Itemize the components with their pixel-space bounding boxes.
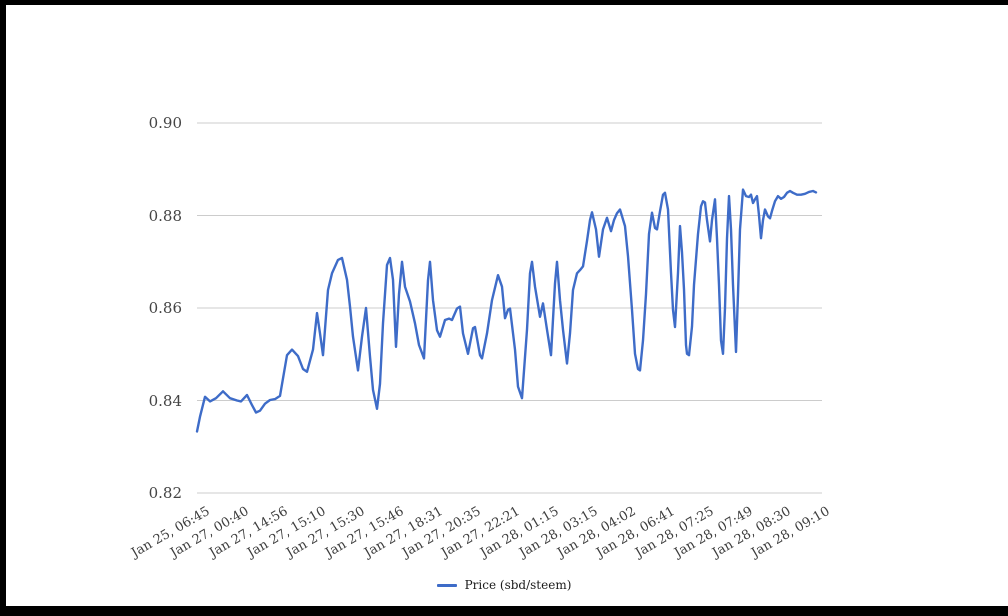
price-series-line — [195, 188, 818, 433]
screenshot-border-left — [0, 0, 6, 616]
legend-line-icon — [436, 583, 457, 587]
screenshot-border-top — [0, 0, 1008, 5]
y-axis-tick-label: 0.90 — [148, 114, 182, 132]
legend-label: Price (sbd/steem) — [464, 578, 572, 592]
chart-legend: Price (sbd/steem) — [0, 578, 1008, 592]
y-axis-tick-label: 0.88 — [148, 206, 182, 225]
y-axis-tick-label: 0.84 — [148, 391, 182, 410]
y-axis-tick-label: 0.86 — [148, 299, 182, 317]
screenshot-border-bottom — [0, 606, 1008, 616]
y-axis-tick-label: 0.82 — [148, 484, 182, 502]
